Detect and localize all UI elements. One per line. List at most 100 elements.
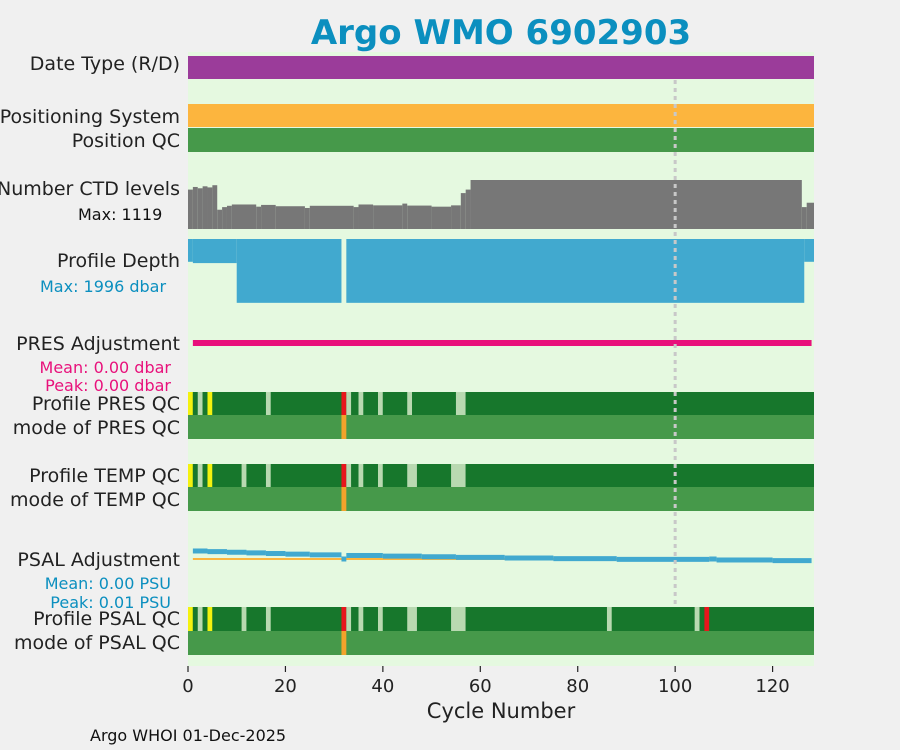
temp-qc-segment (346, 464, 352, 487)
ctd-levels-bar (217, 209, 223, 229)
temp-qc-segment (382, 464, 408, 487)
psal-qc-segment (611, 607, 695, 631)
ctd-levels-bar (192, 186, 198, 229)
psal-adjustment-bar (246, 550, 266, 556)
x-tick-label: 20 (274, 676, 297, 697)
temp-mode-qc-segment (341, 487, 347, 511)
psal-adjustment-bar (207, 549, 227, 555)
ctd-levels-bar (256, 206, 262, 229)
chart-title: Argo WMO 6902903 (311, 13, 691, 53)
pres-qc-segment (192, 392, 198, 415)
ctd-levels-bar (261, 204, 276, 229)
psal-adjustment-bar (716, 557, 773, 563)
ctd-levels-bar (207, 187, 213, 229)
temp-qc-segment (265, 464, 271, 487)
x-tick-label: 0 (182, 676, 193, 697)
ctd-levels-bar (304, 207, 310, 229)
psal-adjustment-bar (504, 555, 554, 561)
psal-qc-segment (202, 607, 208, 631)
psal-adjustment-bar (421, 554, 456, 560)
profile-depth-bar (188, 239, 193, 262)
row-label-profile-temp-qc: Profile TEMP QC (29, 465, 180, 487)
profile-depth-bar (192, 239, 237, 264)
temp-qc-segment (377, 464, 383, 487)
psal-qc-segment (346, 607, 352, 631)
psal-qc-segment (382, 607, 408, 631)
psal-qc-segment (246, 607, 266, 631)
ctd-levels-bar (309, 205, 354, 229)
psal-qc-segment (207, 607, 213, 631)
psal-qc-segment (192, 607, 198, 631)
psal-adjustment-bar (455, 554, 505, 560)
pres-adjustment-peak-text: Peak: 0.00 dbar (45, 376, 171, 395)
ctd-levels-bar (202, 186, 208, 229)
temp-qc-segment (451, 464, 466, 487)
psal-qc-segment (699, 607, 705, 631)
temp-qc-segment (241, 464, 247, 487)
psal-adjustment-bar (285, 551, 310, 557)
temp-qc-segment (341, 464, 347, 487)
pres-qc-segment (351, 392, 359, 415)
row-label-psal-adjustment: PSAL Adjustment (17, 549, 180, 571)
psal-mode-qc-segment (341, 631, 347, 655)
pres-qc-segment (407, 392, 413, 415)
temp-mode-qc-background (188, 487, 814, 511)
pres-qc-segment (265, 392, 271, 415)
x-tick-label: 100 (658, 676, 692, 697)
psal-adjustment-bar (309, 552, 342, 558)
pres-qc-segment (341, 392, 347, 415)
psal-adjustment-bar (382, 553, 422, 559)
pres-qc-segment (188, 392, 193, 415)
psal-qc-segment (270, 607, 342, 631)
pres-qc-segment (346, 392, 352, 415)
ctd-levels-bar (231, 204, 257, 229)
row-label-date-type: Date Type (R/D) (30, 53, 180, 75)
positioning-system-bar (188, 104, 814, 127)
psal-qc-segment (341, 607, 347, 631)
ctd-levels-bar (431, 206, 452, 229)
temp-qc-segment (363, 464, 378, 487)
temp-qc-segment (246, 464, 266, 487)
ctd-levels-bar (353, 207, 359, 229)
row-label-positioning-system: Positioning System (0, 106, 180, 128)
ctd-levels-bar (407, 205, 432, 229)
depth-max-text: Max: 1996 dbar (40, 277, 166, 296)
temp-qc-segment (188, 464, 193, 487)
psal-qc-segment (407, 607, 417, 631)
ctd-levels-bar (222, 207, 227, 229)
psal-qc-segment (704, 607, 710, 631)
pres-qc-segment (212, 392, 266, 415)
temp-qc-segment (351, 464, 359, 487)
x-axis-label: Cycle Number (427, 699, 576, 723)
psal-qc-segment (377, 607, 383, 631)
pres-qc-segment (412, 392, 456, 415)
row-label-profile-psal-qc: Profile PSAL QC (33, 608, 180, 630)
psal-qc-segment (212, 607, 242, 631)
pres-qc-segment (270, 392, 342, 415)
x-tick-label: 80 (566, 676, 589, 697)
profile-depth-bar (346, 239, 805, 303)
ctd-levels-bar (402, 203, 408, 229)
footer-credit: Argo WHOI 01-Dec-2025 (90, 726, 286, 745)
psal-adjustment-bar (341, 556, 347, 562)
pres-qc-segment (207, 392, 213, 415)
row-label-profile-pres-qc: Profile PRES QC (32, 393, 180, 415)
x-tick-label: 120 (755, 676, 789, 697)
x-axis-ticks: 0 20 40 60 80 100 120 (182, 666, 790, 697)
psal-adjustment-bar (772, 558, 812, 564)
psal-qc-segment (694, 607, 700, 631)
pres-qc-segment (465, 392, 814, 415)
row-label-mode-pres-qc: mode of PRES QC (13, 417, 180, 439)
plot-panel (188, 52, 814, 666)
pres-mode-qc-segment (341, 415, 347, 439)
pres-qc-segment (363, 392, 378, 415)
temp-qc-segment (270, 464, 342, 487)
temp-qc-segment (197, 464, 203, 487)
x-tick-label: 40 (371, 676, 394, 697)
profile-depth-bar (804, 239, 814, 262)
psal-adjustment-bar (616, 556, 710, 562)
ctd-levels-bar (197, 188, 203, 229)
pres-qc-segment (382, 392, 408, 415)
psal-adjustment-mean-text: Mean: 0.00 PSU (45, 574, 171, 593)
ctd-levels-bar (358, 204, 374, 229)
